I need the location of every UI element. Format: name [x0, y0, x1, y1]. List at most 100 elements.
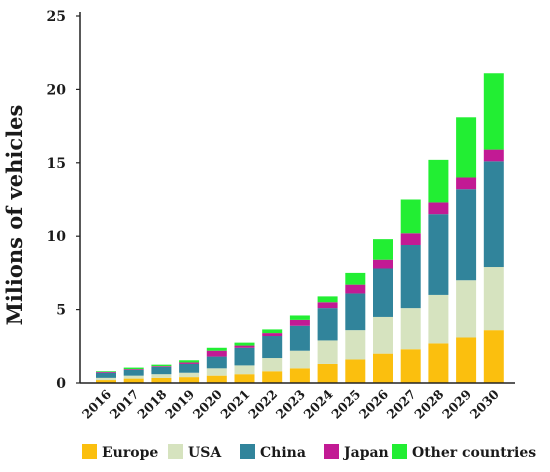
bar-china-2019 — [179, 363, 200, 373]
bar-japan-2029 — [456, 177, 477, 190]
bar-other-countries-2021 — [234, 342, 255, 346]
bar-usa-2022 — [262, 358, 283, 372]
x-tick-label: 2018 — [134, 386, 169, 421]
bar-usa-2023 — [289, 350, 310, 369]
bar-europe-2027 — [400, 349, 421, 383]
bar-europe-2019 — [179, 377, 200, 383]
bar-other-countries-2019 — [179, 360, 200, 363]
bar-usa-2017 — [123, 375, 144, 379]
bar-japan-2026 — [373, 259, 393, 269]
x-tick-label: 2028 — [411, 386, 446, 421]
y-axis-title-group: Milions of vehicles — [2, 105, 27, 326]
legend-label: China — [260, 445, 306, 461]
legend-swatch — [324, 444, 339, 459]
bar-usa-2027 — [400, 308, 421, 350]
bar-china-2024 — [317, 308, 338, 341]
bar-japan-2028 — [428, 202, 449, 215]
legend-label: Europe — [102, 445, 158, 461]
bar-japan-2016 — [96, 371, 116, 373]
bar-other-countries-2023 — [289, 315, 310, 320]
legend-swatch — [240, 444, 255, 459]
legend-label: Other countries — [412, 445, 536, 461]
bar-usa-2020 — [206, 368, 227, 376]
x-ticks-layer: 2016201720182019202020212022202320242025… — [79, 386, 502, 421]
bar-other-countries-2018 — [151, 364, 172, 367]
bars-layer — [96, 73, 504, 383]
x-tick-label: 2026 — [356, 386, 391, 421]
bar-usa-2026 — [373, 316, 393, 354]
bar-china-2028 — [428, 214, 449, 295]
legend-label: Japan — [342, 445, 389, 461]
bar-japan-2030 — [483, 149, 504, 162]
bar-china-2025 — [345, 293, 366, 331]
bar-usa-2029 — [456, 280, 477, 338]
y-axis-title: Milions of vehicles — [2, 105, 27, 326]
bar-china-2017 — [123, 369, 144, 376]
y-tick-label: 0 — [56, 376, 66, 392]
bar-china-2018 — [151, 366, 172, 375]
bar-other-countries-2025 — [345, 272, 366, 285]
bar-europe-2023 — [289, 368, 310, 383]
bar-other-countries-2030 — [483, 73, 504, 150]
x-tick-label: 2016 — [79, 386, 114, 421]
axes-layer — [79, 12, 515, 384]
bar-europe-2024 — [317, 363, 338, 383]
x-tick-label: 2030 — [467, 386, 502, 421]
bar-other-countries-2017 — [123, 367, 144, 370]
bar-europe-2016 — [96, 380, 116, 383]
bar-other-countries-2029 — [456, 117, 477, 178]
bar-europe-2020 — [206, 375, 227, 383]
bar-other-countries-2016 — [96, 371, 116, 372]
x-tick-label: 2020 — [190, 386, 225, 421]
bar-china-2026 — [373, 268, 393, 317]
bar-usa-2030 — [483, 267, 504, 331]
x-tick-label: 2022 — [245, 387, 280, 422]
legend-item-china: China — [240, 444, 306, 461]
bar-japan-2023 — [289, 319, 310, 326]
legend-item-usa: USA — [168, 444, 222, 461]
bar-other-countries-2020 — [206, 347, 227, 351]
bar-japan-2020 — [206, 350, 227, 357]
bar-china-2027 — [400, 245, 421, 309]
bar-europe-2017 — [123, 378, 144, 383]
bar-china-2029 — [456, 189, 477, 281]
bar-europe-2028 — [428, 343, 449, 383]
legend-item-europe: Europe — [82, 444, 158, 461]
bar-other-countries-2026 — [373, 239, 393, 260]
bar-china-2020 — [206, 356, 227, 369]
bar-usa-2024 — [317, 340, 338, 364]
y-tick-label: 25 — [47, 9, 66, 25]
bar-japan-2027 — [400, 233, 421, 245]
legend-swatch — [168, 444, 183, 459]
bar-usa-2021 — [234, 365, 255, 375]
bar-china-2023 — [289, 325, 310, 351]
x-tick-label: 2025 — [328, 387, 363, 422]
bar-europe-2030 — [483, 330, 504, 383]
x-tick-label: 2024 — [301, 386, 336, 421]
bar-usa-2028 — [428, 294, 449, 344]
x-tick-label: 2017 — [107, 387, 142, 422]
bar-europe-2026 — [373, 353, 393, 383]
bar-china-2021 — [234, 347, 255, 366]
x-tick-label: 2021 — [217, 387, 252, 422]
y-tick-label: 15 — [47, 156, 66, 172]
x-tick-label: 2019 — [162, 387, 197, 422]
bar-other-countries-2024 — [317, 296, 338, 303]
bar-europe-2029 — [456, 337, 477, 383]
y-tick-label: 20 — [47, 82, 67, 98]
bar-japan-2019 — [179, 362, 200, 364]
legend-label: USA — [188, 445, 222, 461]
bar-europe-2025 — [345, 359, 366, 383]
bar-japan-2024 — [317, 302, 338, 309]
bar-china-2022 — [262, 336, 283, 359]
bar-usa-2025 — [345, 330, 366, 360]
bar-japan-2025 — [345, 284, 366, 294]
x-tick-label: 2029 — [439, 387, 474, 422]
bar-other-countries-2022 — [262, 329, 283, 334]
bar-usa-2019 — [179, 372, 200, 378]
bar-other-countries-2028 — [428, 159, 449, 203]
bar-japan-2018 — [151, 366, 172, 367]
bar-japan-2022 — [262, 333, 283, 337]
legend-swatch — [392, 444, 407, 459]
